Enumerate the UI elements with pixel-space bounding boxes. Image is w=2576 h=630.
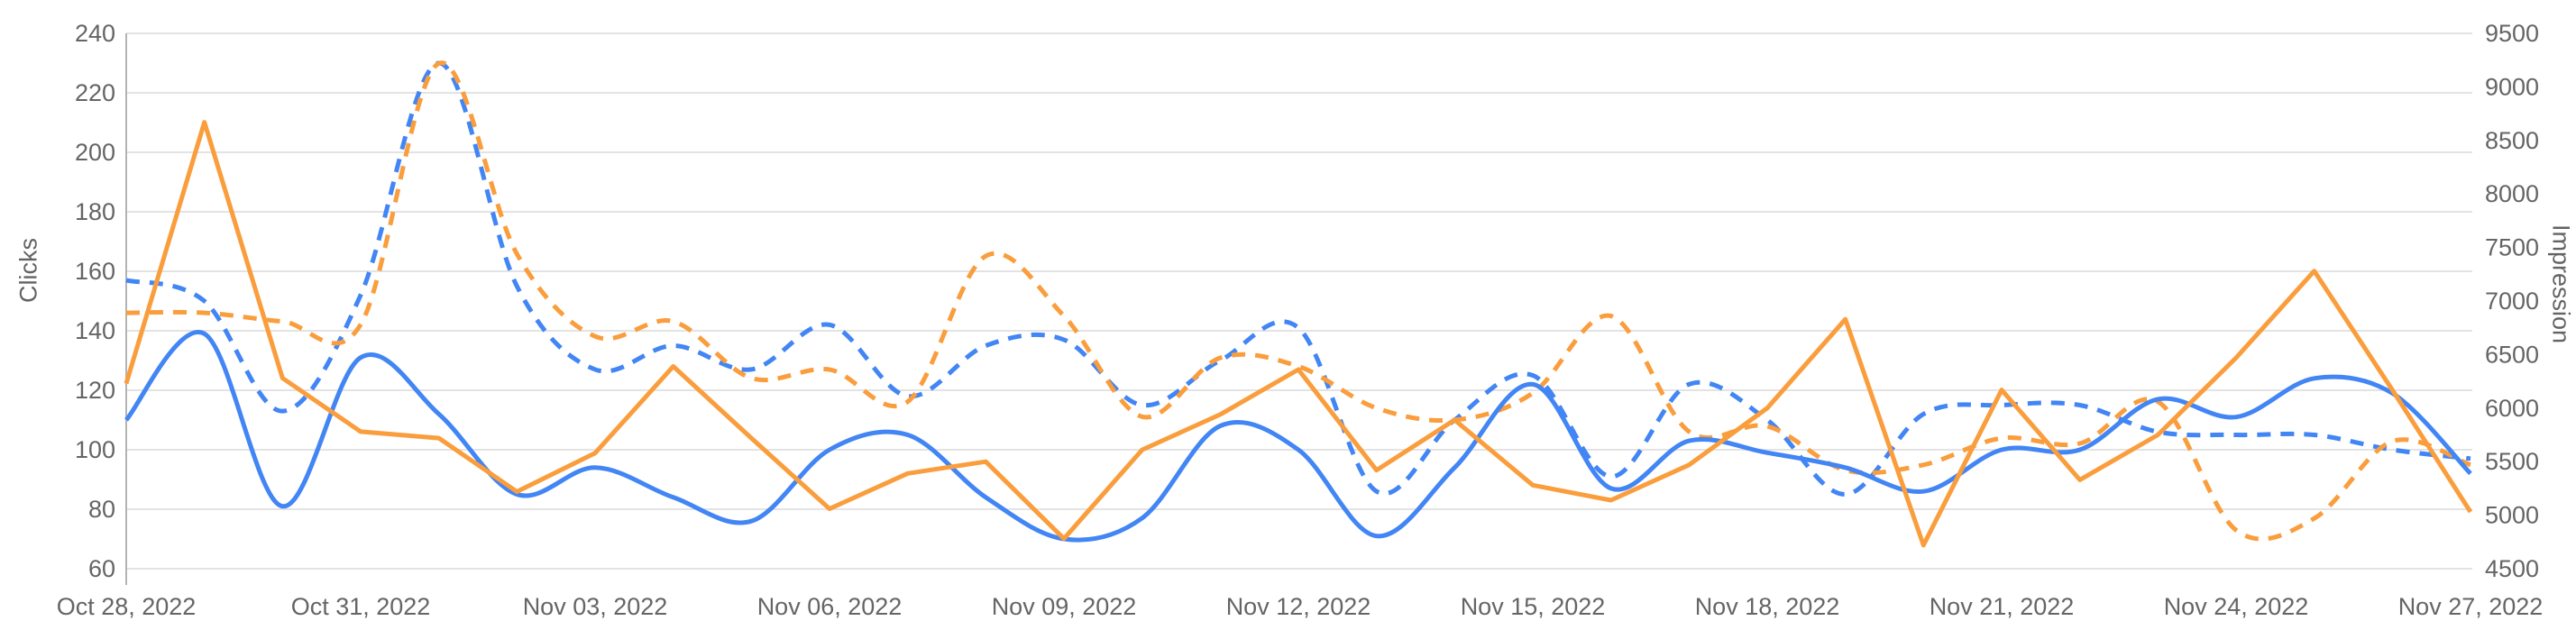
y-axis-right-tick-label: 9500	[2485, 20, 2539, 47]
y-axis-left-tick-label: 160	[75, 258, 115, 285]
x-axis-tick-label: Oct 28, 2022	[57, 593, 197, 620]
y-axis-right-tick-label: 8500	[2485, 127, 2539, 154]
y-axis-title-impressions: Impression	[2547, 224, 2575, 344]
y-axis-left-tick-label: 140	[75, 317, 115, 344]
y-axis-left-tick-label: 120	[75, 377, 115, 404]
x-axis-tick-label: Nov 27, 2022	[2398, 593, 2544, 620]
y-axis-title-clicks: Clicks	[14, 238, 42, 303]
series-impressions-compare-line	[125, 60, 2471, 542]
y-axis-right-tick-label: 6500	[2485, 341, 2539, 368]
series-impressions-line	[124, 120, 2473, 548]
x-axis-tick-label: Nov 21, 2022	[1930, 593, 2075, 620]
x-axis-tick-label: Nov 15, 2022	[1461, 593, 1606, 620]
x-axis-tick-label: Nov 12, 2022	[1226, 593, 1371, 620]
y-axis-right-tick-label: 5500	[2485, 448, 2539, 475]
x-axis-tick-label: Nov 09, 2022	[992, 593, 1137, 620]
y-axis-left-tick-label: 100	[75, 436, 115, 463]
y-axis-right-tick-label: 5000	[2485, 502, 2539, 529]
x-axis-tick-label: Oct 31, 2022	[291, 593, 431, 620]
series-clicks-compare-line	[125, 60, 2471, 498]
y-axis-left-tick-label: 80	[88, 496, 115, 523]
y-axis-right-tick-label: 6000	[2485, 395, 2539, 422]
y-axis-right-tick-label: 7500	[2485, 234, 2539, 261]
y-axis-right-tick-label: 8000	[2485, 180, 2539, 207]
x-axis-tick-label: Nov 06, 2022	[757, 593, 903, 620]
y-axis-right-tick-label: 7000	[2485, 288, 2539, 315]
x-axis-tick-label: Nov 03, 2022	[523, 593, 668, 620]
y-axis-right-tick-label: 9000	[2485, 73, 2539, 100]
x-axis-tick-label: Nov 18, 2022	[1695, 593, 1840, 620]
y-axis-right-tick-label: 4500	[2485, 555, 2539, 582]
y-axis-left-tick-label: 180	[75, 198, 115, 225]
y-axis-left-tick-label: 60	[88, 555, 115, 582]
y-axis-left-tick-label: 240	[75, 20, 115, 47]
y-axis-left-tick-label: 220	[75, 79, 115, 106]
x-axis-tick-label: Nov 24, 2022	[2164, 593, 2309, 620]
y-axis-left-tick-label: 200	[75, 139, 115, 166]
series-clicks-line	[124, 330, 2472, 543]
